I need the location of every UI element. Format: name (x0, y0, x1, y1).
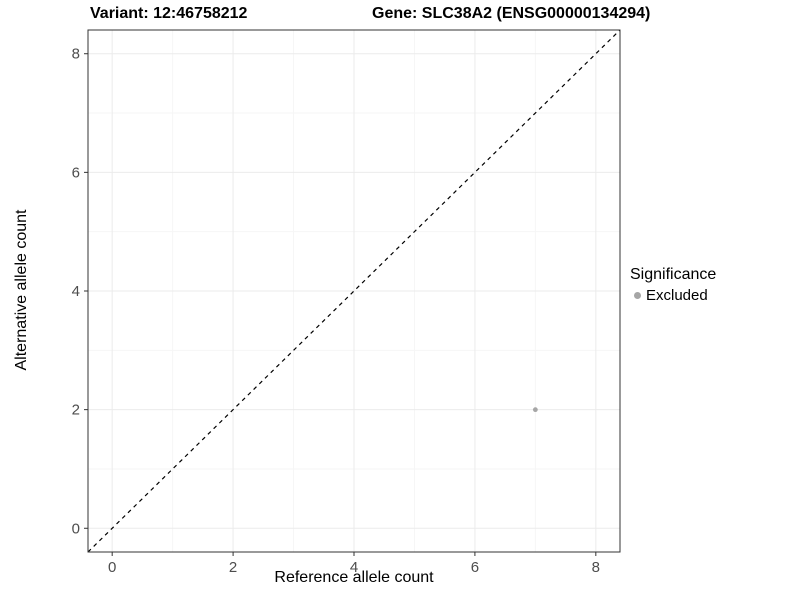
legend-entries: Excluded (630, 287, 716, 304)
legend-entry: Excluded (630, 287, 716, 304)
x-tick-label: 0 (108, 559, 116, 576)
plot-title-gene: Gene: SLC38A2 (ENSG00000134294) (372, 5, 651, 22)
y-tick-label: 4 (72, 283, 80, 300)
x-tick-label: 6 (471, 559, 479, 576)
x-tick-label: 8 (592, 559, 600, 576)
data-point (532, 407, 538, 413)
legend: Significance Excluded (630, 266, 716, 304)
y-tick-label: 8 (72, 46, 80, 63)
y-tick-label: 6 (72, 164, 80, 181)
legend-title: Significance (630, 266, 717, 283)
y-axis-label: Alternative allele count (13, 209, 30, 371)
legend-point-icon (634, 292, 641, 299)
x-tick-label: 2 (229, 559, 237, 576)
plot-title-variant: Variant: 12:46758212 (90, 5, 248, 22)
y-tick-label: 2 (72, 402, 80, 419)
x-tick-label: 4 (350, 559, 358, 576)
x-axis-label: Reference allele count (274, 569, 434, 586)
legend-entry-label: Excluded (646, 287, 708, 304)
y-tick-label: 0 (72, 520, 80, 537)
